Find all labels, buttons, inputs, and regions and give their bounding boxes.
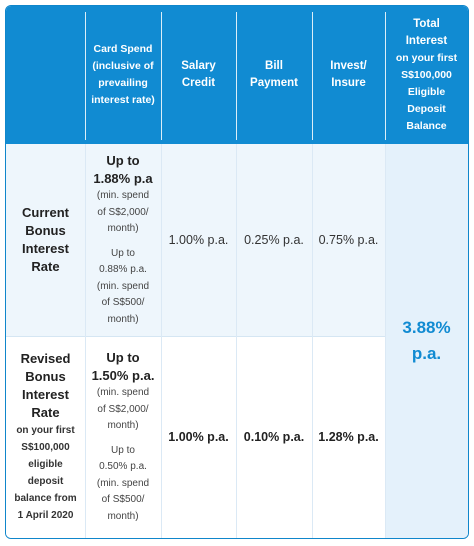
row-revised-title-line-1: Revised	[20, 351, 71, 366]
row-current-card-note: 0.88% p.a.	[99, 264, 147, 275]
row-current-card-note: of S$2,000/	[97, 206, 149, 218]
header-bill-payment-line-1: Bill	[265, 60, 283, 72]
header-invest-insure-line-1: Invest/	[330, 60, 367, 72]
row-divider	[6, 336, 385, 337]
row-revised-bill-value: 0.10% p.a.	[243, 430, 305, 444]
row-current-salary: 1.00% p.a.	[161, 144, 236, 336]
row-revised-subtitle: 1 April 2020	[17, 510, 74, 521]
header-total-line-1: Total	[413, 17, 440, 30]
row-revised-card-note: Up to	[111, 444, 135, 456]
row-current-card-spend: Up to 1.88% p.a (min. spend of S$2,000/ …	[85, 144, 161, 336]
row-revised-card-note: of S$500/	[101, 494, 145, 505]
header-total-line-6: Deposit	[407, 102, 446, 115]
header-card-spend-line-3: prevailing	[98, 77, 148, 89]
row-revised-title: Revised Bonus Interest Rate on your firs…	[6, 336, 85, 538]
row-revised-salary-value: 1.00% p.a.	[168, 430, 229, 444]
row-current-card-note: (min. spend	[96, 190, 150, 201]
total-interest-cell: 3.88% p.a.	[385, 144, 468, 538]
row-revised-subtitle: deposit	[27, 476, 64, 487]
row-revised-title-line-4: Rate	[31, 405, 60, 420]
row-revised-card-rate: 1.50% p.a.	[91, 368, 155, 383]
header-total-line-4: S$100,000	[401, 68, 452, 81]
column-divider	[385, 144, 386, 538]
row-revised-card-spend: Up to 1.50% p.a. (min. spend of S$2,000/…	[85, 336, 161, 538]
interest-rate-table: Card Spend (inclusive of prevailing inte…	[5, 5, 469, 539]
header-total-line-2: Interest	[405, 34, 448, 47]
header-divider	[312, 12, 313, 140]
header-salary-credit-line-2: Credit	[181, 77, 216, 89]
row-current-card-note: Up to	[111, 247, 135, 259]
header-card-spend-line-2: (inclusive of	[92, 60, 154, 72]
row-revised-invest: 1.28% p.a.	[312, 336, 385, 538]
row-current-card-note: month)	[107, 313, 139, 325]
header-card-spend-line-1: Card Spend	[93, 43, 153, 55]
row-current-title-line-2: Bonus	[25, 223, 66, 238]
row-revised-title-line-3: Interest	[22, 387, 69, 402]
header-bill-payment: Bill Payment	[236, 6, 312, 144]
header-invest-insure: Invest/ Insure	[312, 6, 385, 144]
row-revised-bill: 0.10% p.a.	[236, 336, 312, 538]
row-current-invest-value: 0.75% p.a.	[318, 233, 379, 247]
row-current-title-line-4: Rate	[31, 259, 60, 274]
row-current-card-rate: 1.88% p.a	[93, 171, 153, 186]
row-revised-card-note: 0.50% p.a.	[99, 461, 147, 472]
row-current-invest: 0.75% p.a.	[312, 144, 385, 336]
header-total-line-5: Eligible	[407, 85, 446, 98]
header-salary-credit: Salary Credit	[161, 6, 236, 144]
total-interest-unit: p.a.	[411, 344, 442, 363]
row-revised-card-note: of S$2,000/	[97, 403, 149, 415]
header-total-line-3: on your first	[395, 51, 458, 64]
row-revised-invest-value: 1.28% p.a.	[318, 430, 379, 444]
row-revised-subtitle: on your first	[16, 425, 75, 436]
row-revised-card-note: month)	[107, 510, 139, 522]
row-revised-card-note: (min. spend	[96, 387, 150, 398]
header-salary-credit-line-1: Salary	[181, 60, 216, 72]
row-revised-card-note: (min. spend	[96, 477, 150, 489]
row-current-card-upto: Up to	[106, 153, 140, 168]
row-current-card-note: month)	[107, 223, 139, 234]
row-revised-card-upto: Up to	[106, 350, 140, 365]
row-current-title-line-1: Current	[22, 205, 69, 220]
header-divider	[85, 12, 86, 140]
row-current-bill-value: 0.25% p.a.	[244, 233, 304, 247]
header-invest-insure-line-2: Insure	[331, 77, 366, 89]
column-divider	[236, 144, 237, 538]
row-revised-subtitle: S$100,000	[21, 442, 70, 453]
header-divider	[161, 12, 162, 140]
header-card-spend: Card Spend (inclusive of prevailing inte…	[85, 6, 161, 144]
row-revised-salary: 1.00% p.a.	[161, 336, 236, 538]
row-revised-card-note: month)	[107, 420, 139, 431]
header-card-spend-line-4: interest rate)	[91, 94, 155, 106]
header-total-line-7: Balance	[406, 119, 447, 132]
header-total-interest: Total Interest on your first S$100,000 E…	[385, 6, 468, 144]
row-revised-subtitle: balance from	[14, 493, 77, 504]
row-current-title-line-3: Interest	[22, 241, 69, 256]
header-blank-cell	[6, 6, 85, 144]
row-revised-title-line-2: Bonus	[25, 369, 66, 384]
column-divider	[85, 144, 86, 538]
row-current-salary-value: 1.00% p.a.	[168, 233, 229, 247]
row-current-bill: 0.25% p.a.	[236, 144, 312, 336]
row-revised-subtitle: eligible	[28, 459, 63, 470]
row-current-card-note: (min. spend	[96, 280, 150, 292]
header-bill-payment-line-2: Payment	[250, 77, 298, 89]
header-divider	[236, 12, 237, 140]
total-interest-rate: 3.88%	[402, 318, 451, 337]
column-divider	[312, 144, 313, 538]
header-divider	[385, 12, 386, 140]
row-current-title: Current Bonus Interest Rate	[6, 144, 85, 336]
column-divider	[161, 144, 162, 538]
row-current-card-note: of S$500/	[101, 297, 145, 308]
